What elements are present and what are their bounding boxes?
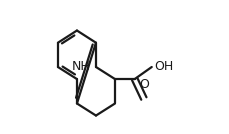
Text: O: O <box>138 78 148 91</box>
Text: NH: NH <box>71 60 90 74</box>
Text: OH: OH <box>154 60 173 74</box>
